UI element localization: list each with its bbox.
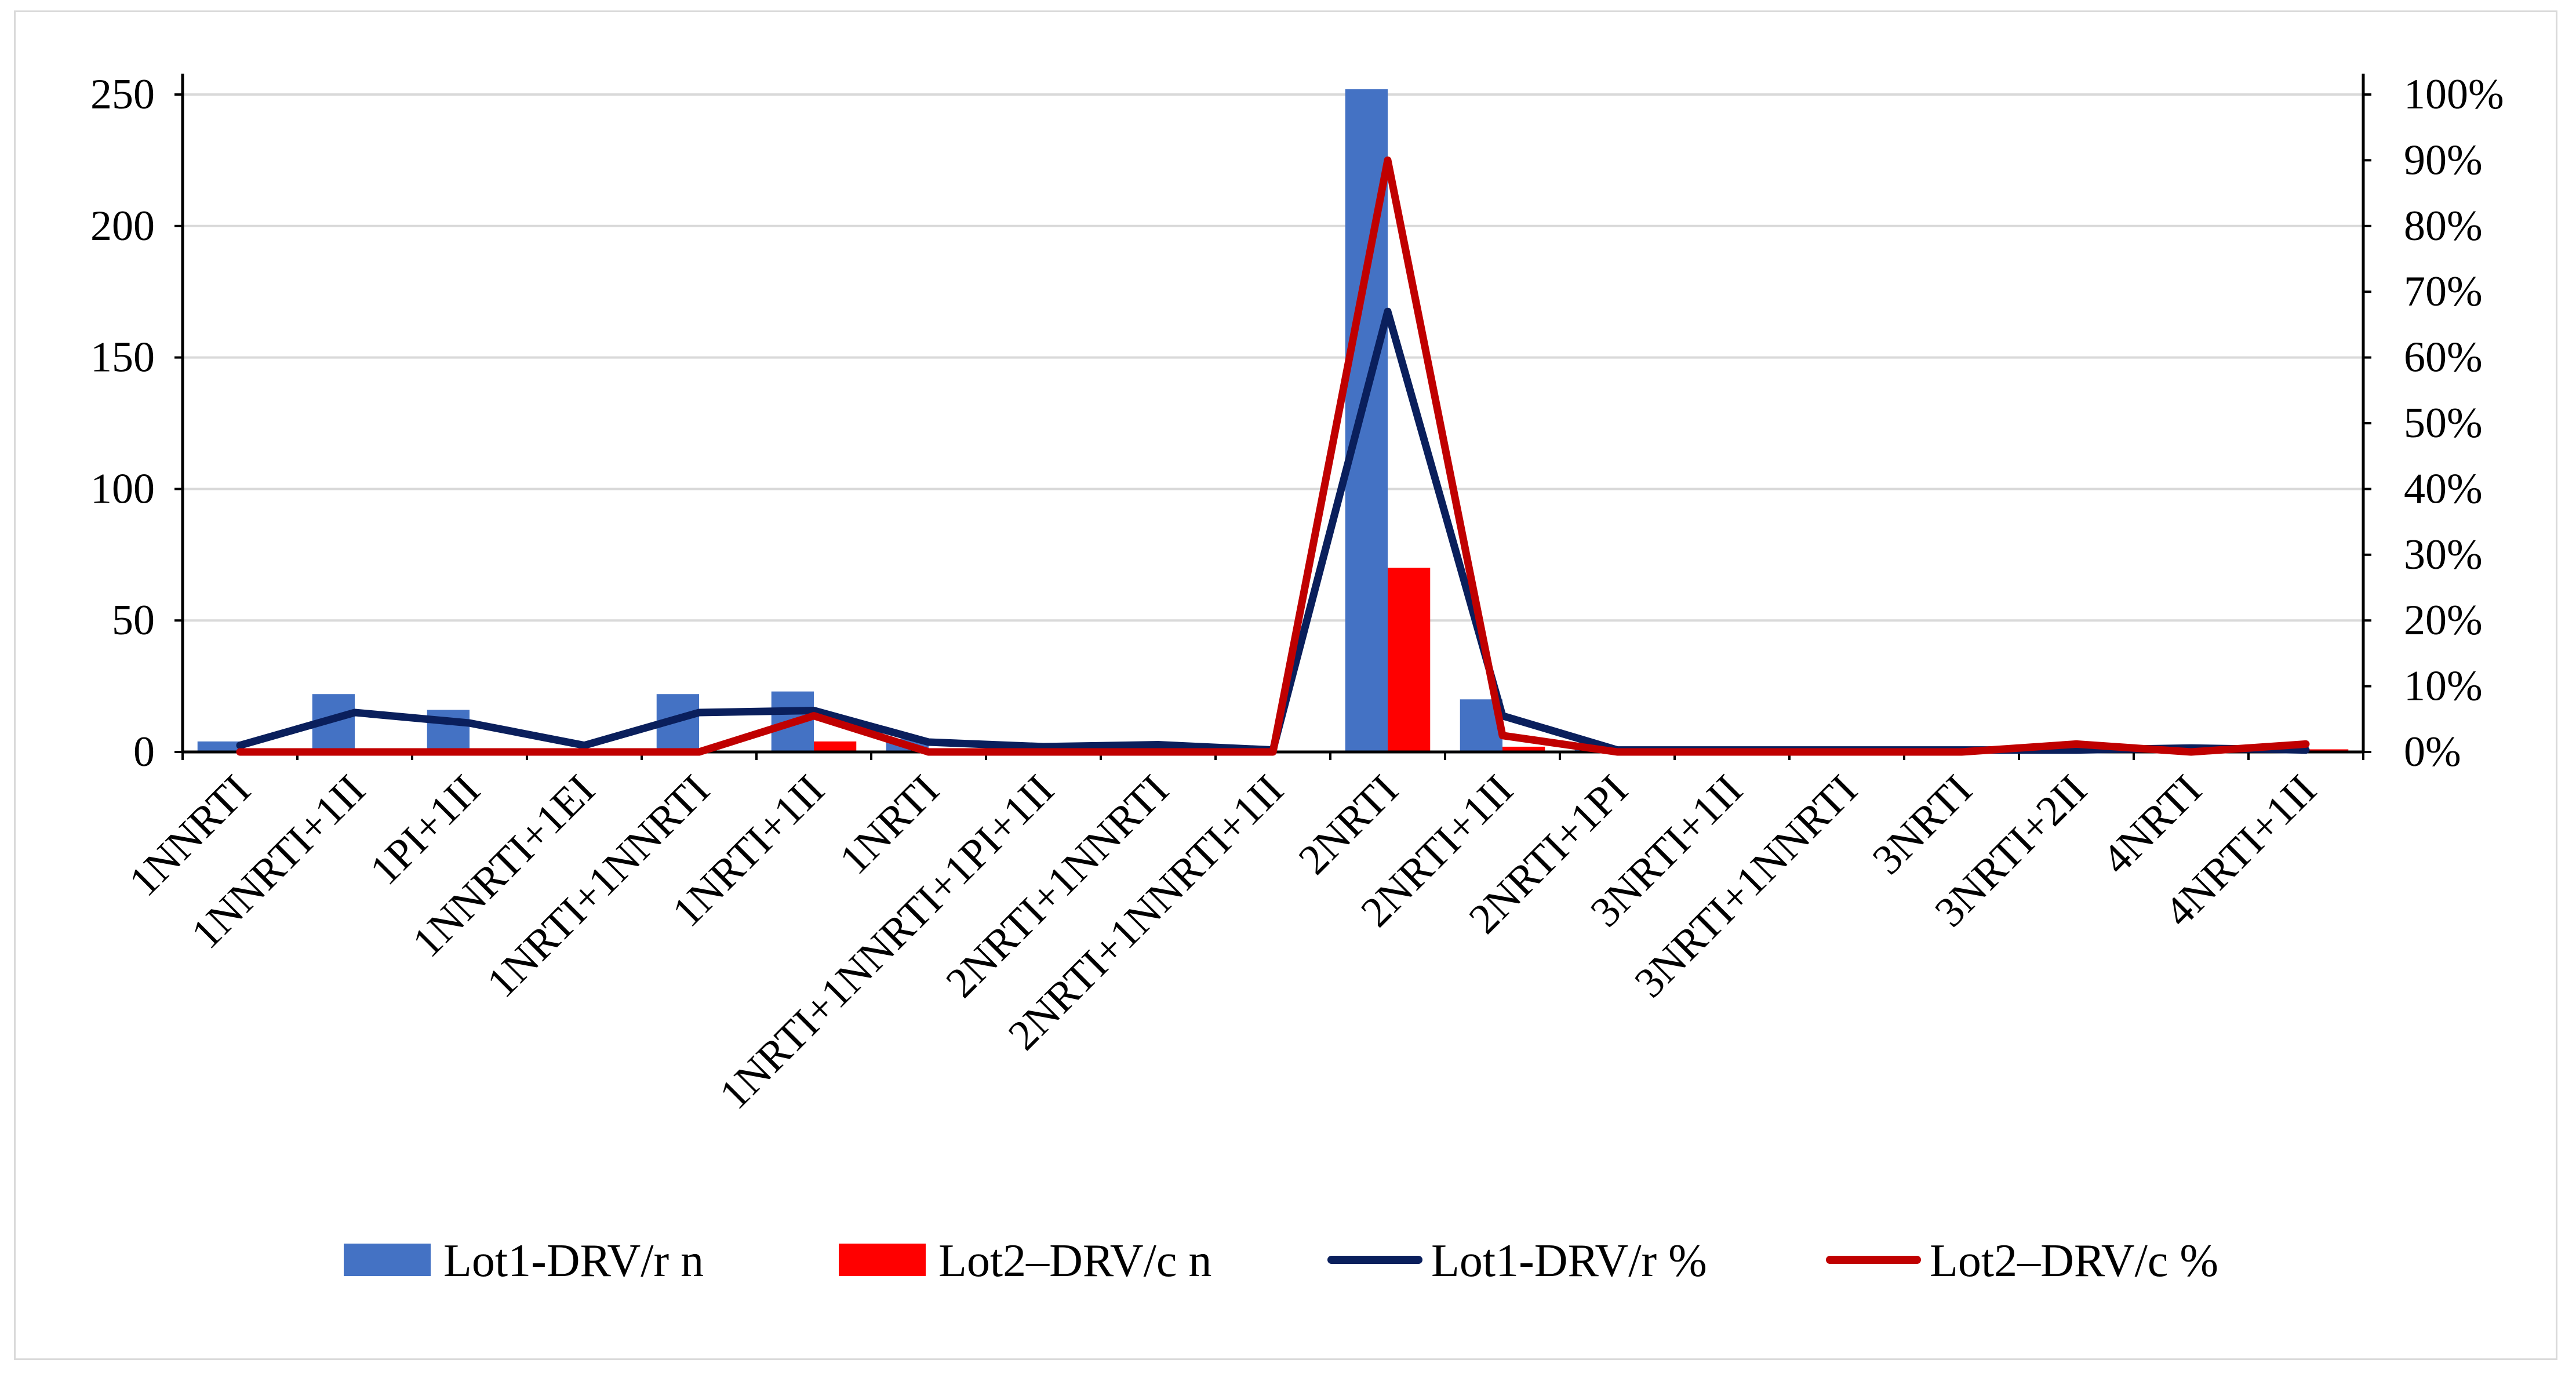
legend-swatch: [839, 1244, 926, 1276]
bar-marks: [197, 89, 2349, 753]
axes: [174, 74, 2371, 760]
bar: [1502, 746, 1545, 752]
gridlines: [183, 93, 2363, 622]
y2-tick-label: 20%: [2404, 597, 2483, 644]
series-line: [236, 156, 2310, 756]
y-tick-label: 200: [90, 202, 155, 250]
y2-tick-label: 60%: [2404, 334, 2483, 381]
y2-axis-tick-labels: 0% 10% 20% 30% 40% 50% 60% 70% 80% 90% 100%: [2404, 71, 2504, 776]
y-tick-label: 150: [90, 334, 155, 381]
y2-tick-label: 90%: [2404, 136, 2483, 184]
bar: [814, 741, 857, 752]
line-series: [236, 156, 2310, 756]
y2-tick-label: 50%: [2404, 399, 2483, 447]
combo-chart: 0 50 100 150 200 250 0% 10% 20% 30% 40% 50% 60% 70% 8…: [90, 71, 2504, 1286]
y2-tick-label: 10%: [2404, 663, 2483, 710]
y-tick-label: 100: [90, 465, 155, 513]
legend-label: Lot2–DRV/c n: [938, 1235, 1211, 1286]
legend-swatch: [344, 1244, 431, 1276]
y-axis-tick-labels: 0 50 100 150 200 250: [90, 71, 155, 776]
y2-tick-label: 100%: [2404, 71, 2504, 118]
y-tick-label: 0: [133, 728, 155, 776]
y2-tick-label: 40%: [2404, 465, 2483, 513]
y2-tick-label: 80%: [2404, 202, 2483, 250]
legend: Lot1-DRV/r n Lot2–DRV/c n Lot1-DRV/r % Lot2…: [344, 1235, 2218, 1286]
series-line: [236, 307, 2310, 754]
y-tick-label: 250: [90, 71, 155, 118]
y2-tick-label: 30%: [2404, 531, 2483, 579]
chart-frame: 0 50 100 150 200 250 0% 10% 20% 30% 40% 50% 60% 70% 8…: [14, 10, 2557, 1360]
y2-tick-label: 0%: [2404, 728, 2461, 776]
legend-label: Lot2–DRV/c %: [1930, 1235, 2218, 1286]
y2-tick-label: 70%: [2404, 268, 2483, 315]
legend-label: Lot1-DRV/r n: [443, 1235, 704, 1286]
y-tick-label: 50: [112, 597, 155, 644]
bar: [1388, 568, 1431, 752]
x-axis-tick-labels: 1NNRTI1NNRTI+1II1PI+1II1NNRTI+1EI1NRTI+1…: [120, 766, 2326, 1118]
legend-label: Lot1-DRV/r %: [1431, 1235, 1707, 1286]
bar: [197, 741, 240, 752]
